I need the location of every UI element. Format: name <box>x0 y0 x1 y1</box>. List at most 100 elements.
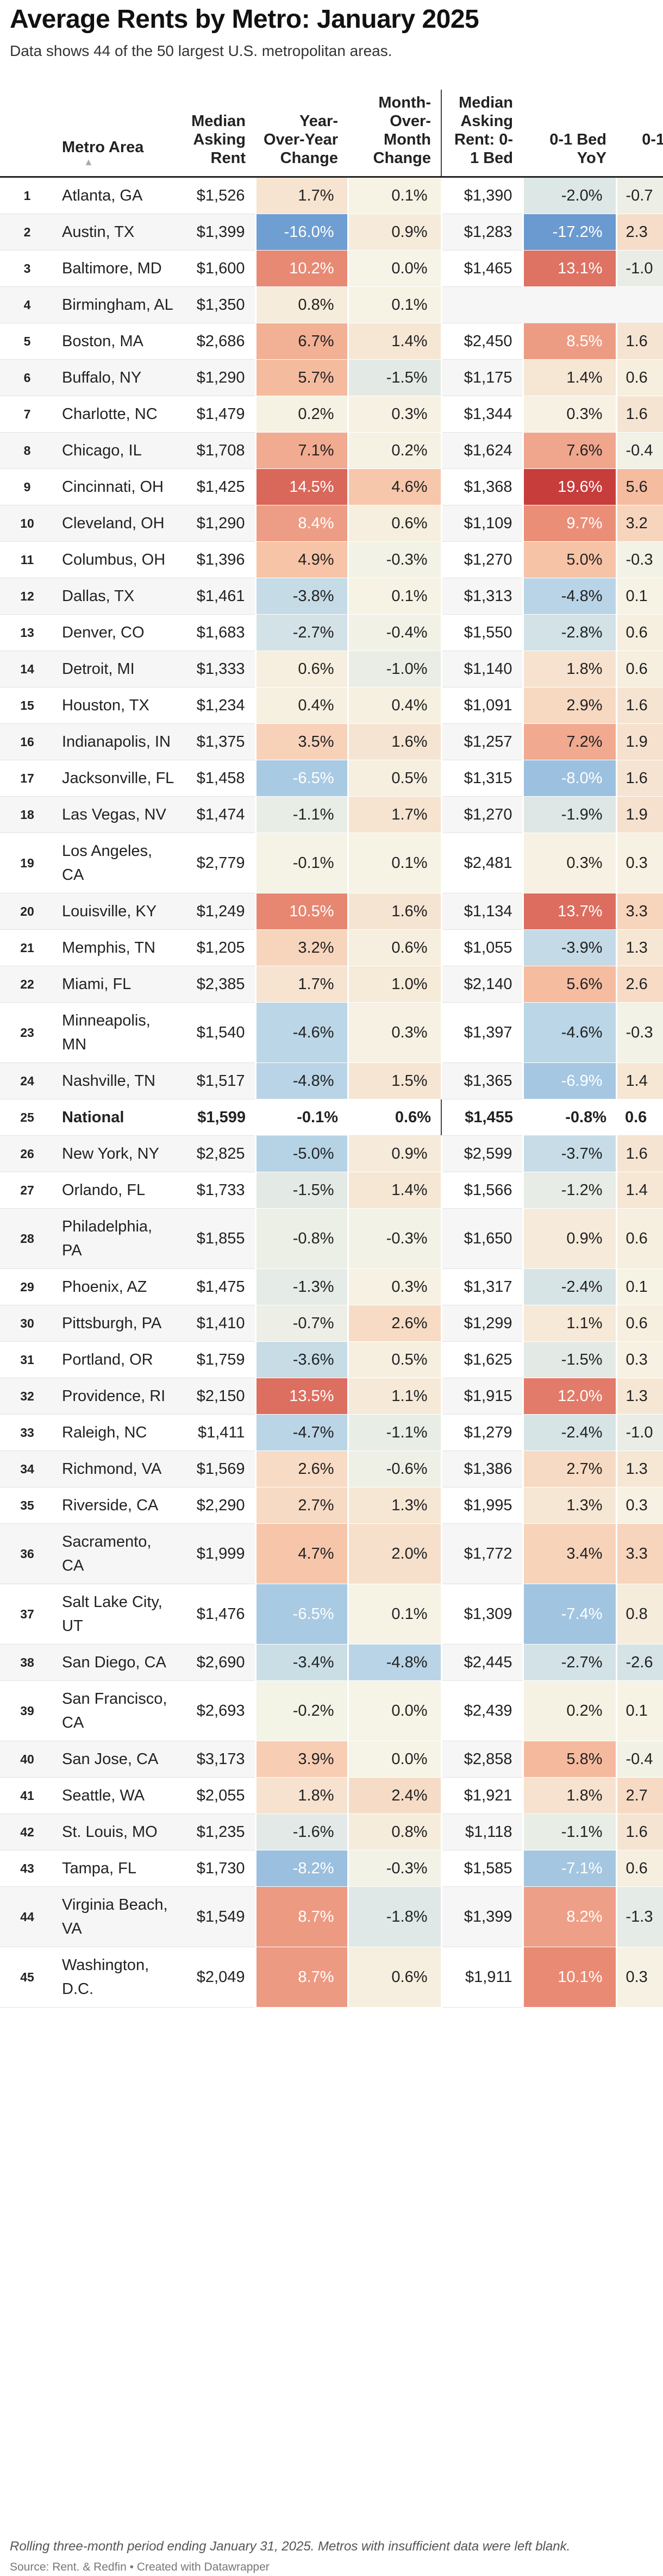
metro-cell: Riverside, CA <box>54 1487 185 1524</box>
value-cell: $1,625 <box>441 1341 523 1378</box>
value-cell: 1.4% <box>347 322 442 360</box>
value-cell: -16.0% <box>254 213 349 251</box>
rank-cell: 17 <box>0 760 54 797</box>
value-cell: $1,772 <box>441 1523 523 1584</box>
column-header: Median Asking Rent: 0-1 Bed <box>441 90 523 178</box>
metro-cell: Providence, RI <box>54 1378 185 1415</box>
column-header: Month-Over-Month Change <box>348 90 442 178</box>
value-cell: -7.4% <box>522 1583 617 1645</box>
value-cell: -1.3% <box>254 1268 349 1305</box>
sort-indicator: ▲ <box>84 156 93 167</box>
value-cell: $1,283 <box>441 214 523 251</box>
metro-cell: Denver, CO <box>54 614 185 651</box>
value-cell: 2.6% <box>347 1304 442 1342</box>
value-cell: 1.6% <box>347 723 442 760</box>
value-cell: 0.6 <box>615 1849 663 1887</box>
value-cell: $1,455 <box>441 1099 523 1136</box>
value-cell: $1,526 <box>185 177 255 214</box>
table-row: 41 Seattle, WA $2,055 1.8% 2.4% $1,921 1.8% 2.7 <box>0 1777 663 1814</box>
table-row: 26 New York, NY $2,825 -5.0% 0.9% $2,599 -3.7%… <box>0 1135 663 1172</box>
rank-cell: 44 <box>0 1886 54 1947</box>
metro-cell: Orlando, FL <box>54 1172 185 1209</box>
value-cell: 0.3 <box>615 1946 663 2008</box>
value-cell: $1,733 <box>185 1172 255 1209</box>
value-cell: 0.3 <box>615 832 663 893</box>
value-cell: $2,858 <box>441 1741 523 1778</box>
value-cell: $1,205 <box>185 929 255 966</box>
value-cell: 0.2% <box>254 395 349 433</box>
table-row: 15 Houston, TX $1,234 0.4% 0.4% $1,091 2.9% 1.6 <box>0 686 663 724</box>
value-cell: 1.6% <box>347 892 442 930</box>
table-row: 44 Virginia Beach, VA $1,549 8.7% -1.8% $1,39… <box>0 1886 663 1947</box>
footnote: Rolling three-month period ending Januar… <box>10 2539 571 2554</box>
value-cell: 7.6% <box>522 432 617 469</box>
value-cell: 0.1% <box>347 176 442 214</box>
value-cell: 0.1 <box>615 577 663 615</box>
value-cell: -3.9% <box>522 929 617 966</box>
rank-cell: 28 <box>0 1208 54 1269</box>
rank-cell: 2 <box>0 214 54 251</box>
value-cell: 13.7% <box>522 892 617 930</box>
value-cell: 7.2% <box>522 723 617 760</box>
value-cell: 0.6 <box>615 614 663 651</box>
value-cell: 0.6 <box>615 1304 663 1342</box>
table-row: 36 Sacramento, CA $1,999 4.7% 2.0% $1,772 3.4%… <box>0 1523 663 1584</box>
value-cell: 0.2% <box>522 1680 617 1741</box>
value-cell: 0.6 <box>615 359 663 396</box>
value-cell: 0.0% <box>347 1740 442 1778</box>
metro-cell: Cincinnati, OH <box>54 468 185 505</box>
value-cell: -1.5% <box>254 1171 349 1209</box>
metro-cell: Tampa, FL <box>54 1850 185 1887</box>
value-cell: -3.4% <box>254 1643 349 1681</box>
rank-cell: 5 <box>0 323 54 360</box>
table-body: 1 Atlanta, GA $1,526 1.7% 0.1% $1,390 -2.0% -0.… <box>0 176 663 2008</box>
value-cell: -1.0 <box>615 249 663 287</box>
value-cell: $1,476 <box>185 1584 255 1645</box>
metro-cell: Chicago, IL <box>54 432 185 469</box>
table-row: 4 Birmingham, AL $1,350 0.8% 0.1% <box>0 286 663 323</box>
value-cell: 0.1 <box>615 1680 663 1741</box>
table-row: 24 Nashville, TN $1,517 -4.8% 1.5% $1,365 -6.9… <box>0 1062 663 1099</box>
value-cell: $1,411 <box>185 1414 255 1451</box>
value-cell: 4.9% <box>254 541 349 578</box>
value-cell: $1,399 <box>185 214 255 251</box>
metro-cell: Charlotte, NC <box>54 396 185 433</box>
value-cell: 1.9 <box>615 723 663 760</box>
value-cell: $1,317 <box>441 1268 523 1305</box>
value-cell: -2.6 <box>615 1643 663 1681</box>
value-cell: -0.3 <box>615 541 663 578</box>
value-cell: 0.9% <box>347 213 442 251</box>
value-cell: 2.0% <box>347 1523 442 1584</box>
value-cell: -1.5% <box>347 359 442 396</box>
value-cell: 0.1% <box>347 1583 442 1645</box>
table-row: 21 Memphis, TN $1,205 3.2% 0.6% $1,055 -3.9% 1.… <box>0 929 663 966</box>
value-cell: 0.6% <box>347 1946 442 2008</box>
value-cell: 3.5% <box>254 723 349 760</box>
metro-cell: Salt Lake City, UT <box>54 1584 185 1645</box>
column-header: Metro Area ▲ <box>54 90 185 178</box>
value-cell: 2.6% <box>254 1450 349 1487</box>
metro-cell: Memphis, TN <box>54 929 185 966</box>
value-cell: 5.0% <box>522 541 617 578</box>
value-cell: $2,599 <box>441 1135 523 1172</box>
value-cell: 0.8% <box>347 1813 442 1850</box>
rank-cell: 12 <box>0 578 54 615</box>
value-cell: 1.4 <box>615 1062 663 1099</box>
value-cell: -1.3 <box>615 1886 663 1947</box>
rent-table: Metro Area ▲ Median Asking Rent Year-Over-Y… <box>0 90 663 2008</box>
value-cell: $2,690 <box>185 1644 255 1681</box>
rank-cell: 27 <box>0 1172 54 1209</box>
metro-cell: Las Vegas, NV <box>54 796 185 833</box>
value-cell: $1,540 <box>185 1002 255 1063</box>
table-row: 30 Pittsburgh, PA $1,410 -0.7% 2.6% $1,299 1.1… <box>0 1304 663 1342</box>
metro-cell: Dallas, TX <box>54 578 185 615</box>
rank-cell: 22 <box>0 966 54 1003</box>
rank-cell: 24 <box>0 1062 54 1099</box>
value-cell: $1,911 <box>441 1947 523 2008</box>
value-cell: 0.6% <box>254 650 349 687</box>
value-cell: 0.3% <box>522 395 617 433</box>
value-cell: 0.6% <box>347 929 442 966</box>
metro-cell: Raleigh, NC <box>54 1414 185 1451</box>
table-row: 20 Louisville, KY $1,249 10.5% 1.6% $1,134 13.… <box>0 892 663 930</box>
rank-cell: 25 <box>0 1099 54 1136</box>
